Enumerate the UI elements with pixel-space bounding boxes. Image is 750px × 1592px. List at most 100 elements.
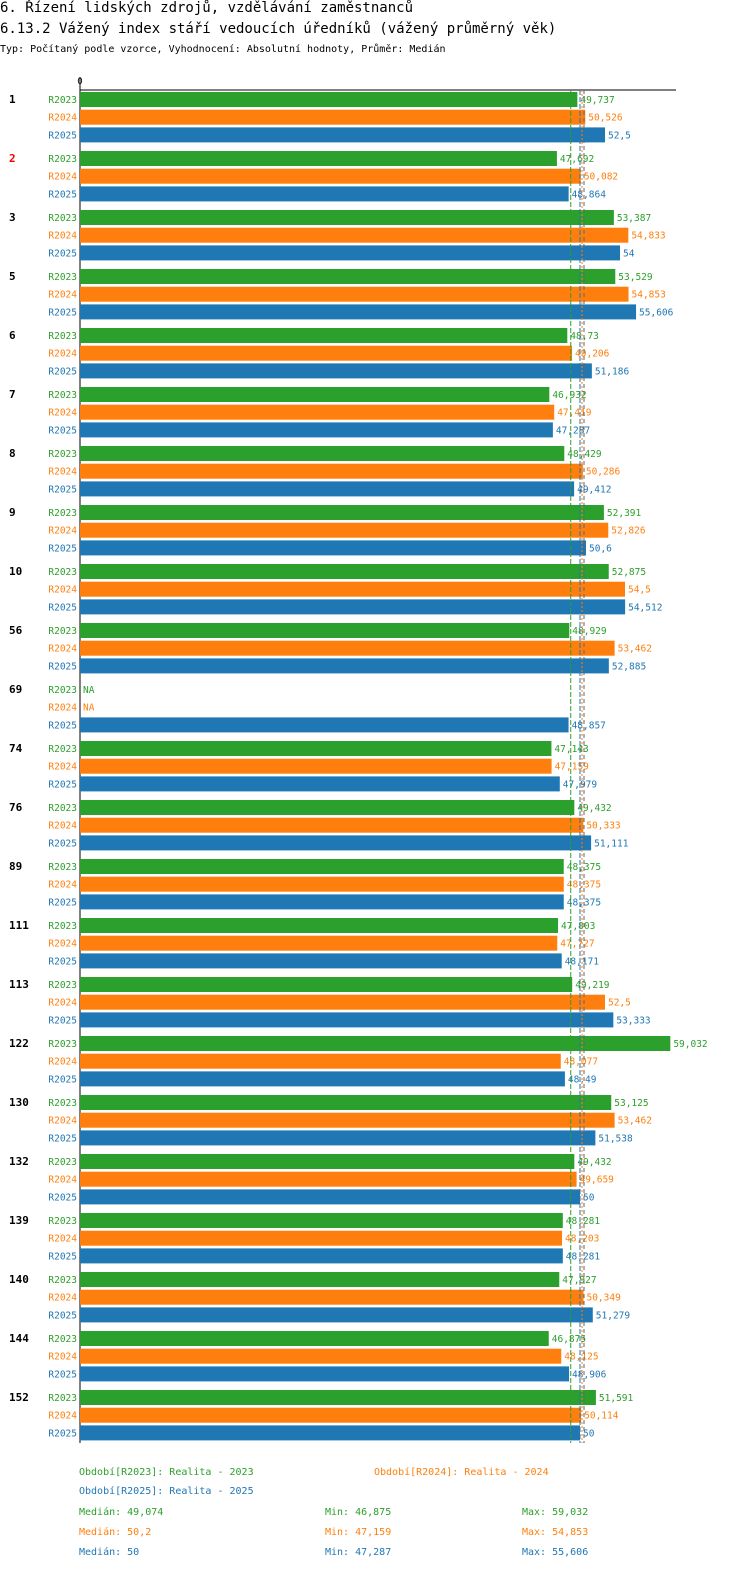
value-label: 47,727	[560, 939, 594, 950]
value-label: 51,591	[599, 1393, 634, 1404]
series-label: R2023	[48, 1098, 77, 1109]
value-label: 49,659	[580, 1175, 615, 1186]
value-label: 50	[583, 1192, 595, 1203]
bar	[80, 522, 609, 538]
series-label: R2024	[48, 1352, 77, 1363]
series-label: R2024	[48, 939, 77, 950]
value-label: 47,419	[557, 408, 592, 419]
legend-max: Max: 54,853	[522, 1527, 588, 1538]
value-label: 54,5	[628, 585, 651, 596]
group-label: 122	[9, 1037, 29, 1050]
series-label: R2025	[48, 956, 77, 967]
series-label: R2023	[48, 154, 77, 165]
series-label: R2024	[48, 408, 77, 419]
series-label: R2023	[48, 803, 77, 814]
bar	[80, 127, 605, 143]
legend-min: Min: 47,159	[325, 1527, 391, 1538]
series-label: R2025	[48, 366, 77, 377]
series-label: R2025	[48, 1369, 77, 1380]
value-label: 50	[583, 1428, 595, 1439]
bar	[80, 227, 629, 243]
series-label: R2025	[48, 1251, 77, 1262]
bar	[80, 581, 625, 597]
bar	[80, 623, 570, 638]
series-label: R2024	[48, 1293, 77, 1304]
series-label: R2025	[48, 248, 77, 259]
series-label: R2025	[48, 1310, 77, 1321]
bar	[80, 1112, 615, 1128]
legend-max: Max: 59,032	[522, 1507, 588, 1518]
bar	[80, 1053, 561, 1069]
value-label: 52,885	[612, 661, 646, 672]
legend-median: Medián: 49,074	[79, 1506, 163, 1518]
series-label: R2023	[48, 272, 77, 283]
bar	[80, 599, 626, 615]
bar	[80, 1407, 582, 1423]
bar	[80, 92, 578, 107]
bar	[80, 894, 564, 910]
group-label: 69	[9, 683, 22, 696]
value-label: 48,929	[572, 626, 607, 637]
value-label: 46,932	[552, 390, 586, 401]
series-label: R2024	[48, 585, 77, 596]
bar	[80, 1272, 560, 1287]
value-label: 49,412	[577, 484, 611, 495]
series-label: R2023	[48, 1216, 77, 1227]
series-label: R2025	[48, 484, 77, 495]
bar	[80, 186, 569, 202]
value-label: 47,692	[560, 154, 594, 165]
series-label: R2025	[48, 1074, 77, 1085]
series-label: R2023	[48, 390, 77, 401]
group-label: 10	[9, 565, 22, 578]
value-label: 52,875	[612, 567, 646, 578]
value-label: 52,5	[608, 998, 631, 1009]
bar	[80, 1130, 596, 1146]
bar	[80, 1095, 612, 1110]
series-label: R2024	[48, 526, 77, 537]
bar	[80, 953, 562, 969]
value-label: 53,387	[617, 213, 651, 224]
group-label: 132	[9, 1155, 29, 1168]
value-label: 52,391	[607, 508, 642, 519]
series-label: R2023	[48, 1334, 77, 1345]
group-label: 3	[9, 211, 16, 224]
bar	[80, 304, 637, 320]
series-label: R2024	[48, 467, 77, 478]
value-label: NA	[83, 703, 95, 714]
bar	[80, 151, 557, 166]
value-label: 54,512	[628, 602, 662, 613]
chart-title: 6.13.2 Vážený index stáří vedoucích úřed…	[0, 21, 557, 37]
bar	[80, 758, 552, 774]
value-label: 47,159	[555, 762, 590, 773]
series-label: R2023	[48, 980, 77, 991]
bar	[80, 1289, 584, 1305]
series-label: R2024	[48, 703, 77, 714]
bar	[80, 1230, 563, 1246]
bar	[80, 1390, 596, 1405]
series-label: R2025	[48, 897, 77, 908]
value-label: 47,143	[554, 744, 588, 755]
bar	[80, 269, 616, 284]
value-label: 51,538	[598, 1133, 633, 1144]
series-label: R2024	[48, 1234, 77, 1245]
value-label: 49,737	[580, 95, 614, 106]
chart-subtitle: Typ: Počítaný podle vzorce, Vyhodnocení:…	[0, 44, 446, 55]
series-label: R2025	[48, 130, 77, 141]
series-label: R2024	[48, 349, 77, 360]
series-label: R2025	[48, 838, 77, 849]
series-label: R2025	[48, 543, 77, 554]
value-label: 53,462	[618, 1116, 652, 1127]
bar	[80, 935, 558, 951]
series-label: R2023	[48, 331, 77, 342]
series-label: R2025	[48, 1192, 77, 1203]
series-label: R2025	[48, 425, 77, 436]
bar	[80, 800, 575, 815]
series-label: R2023	[48, 862, 77, 873]
bar	[80, 918, 559, 933]
legend-period-r2025: Období[R2025]: Realita - 2025	[79, 1485, 254, 1497]
value-label: 50,333	[586, 821, 620, 832]
value-label: 50,526	[588, 113, 623, 124]
group-label: 74	[9, 742, 23, 755]
legend-min: Min: 47,287	[325, 1547, 391, 1558]
value-label: 53,462	[618, 644, 652, 655]
